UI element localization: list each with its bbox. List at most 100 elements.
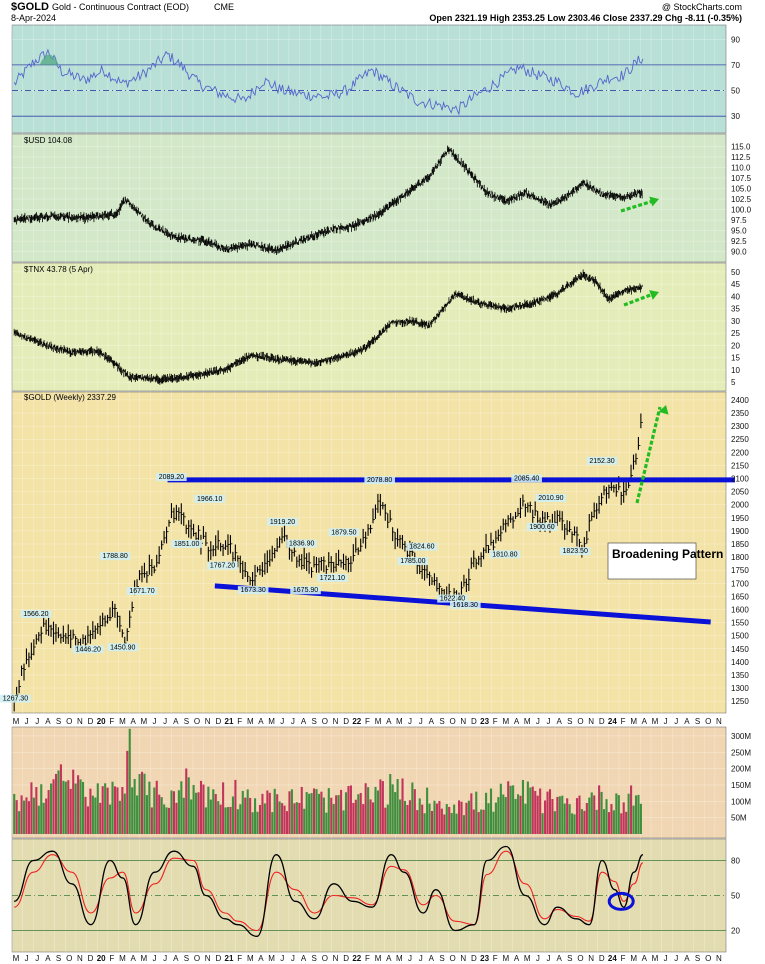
gold-x-label: A <box>684 717 690 726</box>
stoch-circle-annotation <box>607 891 635 911</box>
stoch-x-label: J <box>664 954 668 963</box>
series <box>13 48 644 937</box>
volume-bar <box>42 802 45 834</box>
gold-x-label: F <box>621 717 626 726</box>
price-label-box <box>328 528 360 537</box>
stoch-tick-label: 20 <box>731 927 740 936</box>
gold-x-label: O <box>66 717 72 726</box>
usd-title: $USD 104.08 <box>24 136 73 145</box>
gold-tick-label: 1800 <box>731 553 749 562</box>
price-label: 1879.50 <box>331 529 356 536</box>
price-label-box <box>397 557 429 566</box>
volume-bar <box>185 768 188 834</box>
usd-tick-label: 102.5 <box>731 195 752 204</box>
price-label-box <box>171 539 202 548</box>
stoch-x-label: 23 <box>480 954 489 963</box>
volume-bar <box>81 781 85 834</box>
volume-bar <box>458 800 461 834</box>
volume-bar <box>290 789 293 834</box>
volume-bar <box>401 778 404 834</box>
volume-bar <box>438 800 441 834</box>
volume-bar <box>364 783 367 834</box>
rsi-tick-label: 50 <box>731 87 740 96</box>
usd-tick-label: 107.5 <box>731 174 752 183</box>
gold-x-label: F <box>109 717 114 726</box>
volume-bar <box>140 771 144 834</box>
gold-x-label: O <box>194 717 200 726</box>
grid-lines <box>11 25 726 952</box>
stoch-x-label: M <box>375 954 382 963</box>
volume-bar <box>136 795 139 834</box>
volume-bar <box>111 781 114 834</box>
volume-bar <box>199 780 203 834</box>
volume-bar <box>477 812 480 834</box>
volume-bar <box>394 792 397 834</box>
stoch-x-label: J <box>546 954 550 963</box>
volume-bar <box>118 800 121 834</box>
stoch-x-label: 21 <box>225 954 234 963</box>
gold-arrow-head <box>658 405 669 415</box>
gold-tick-label: 1500 <box>731 632 749 641</box>
volume-bar <box>585 802 588 834</box>
price-label-box <box>99 552 131 561</box>
price-label: 1836.90 <box>289 541 314 548</box>
broadening-pattern-text: Broadening Pattern <box>612 547 723 561</box>
volume-bar <box>170 790 173 834</box>
volume-bar <box>509 785 512 834</box>
gold-x-label: S <box>695 717 700 726</box>
volume-bar <box>487 803 490 834</box>
usd-arrow-head <box>649 196 659 207</box>
volume-bar <box>396 779 399 834</box>
volume-bar <box>391 784 394 834</box>
volume-bar <box>222 782 225 834</box>
volume-bar <box>403 800 407 834</box>
stoch-x-label: O <box>322 954 328 963</box>
volume-bar <box>379 779 382 834</box>
stoch-x-label: 24 <box>608 954 617 963</box>
volume-bar <box>369 799 372 834</box>
volume-bar <box>413 789 416 834</box>
usd-tick-label: 90.0 <box>731 248 747 257</box>
usd-tick-label: 92.5 <box>731 237 747 246</box>
volume-bar <box>54 773 58 834</box>
volume-bar <box>590 792 593 834</box>
gold-x-label: A <box>556 717 562 726</box>
volume-bar <box>131 787 134 834</box>
gold-tick-label: 1650 <box>731 592 749 601</box>
volume-bar <box>47 790 50 834</box>
volume-bar <box>20 795 23 834</box>
volume-bar <box>249 797 252 834</box>
gold-x-label: S <box>184 717 189 726</box>
gold-x-label: J <box>408 717 412 726</box>
price-label-box <box>449 600 481 609</box>
volume-bar <box>573 814 576 834</box>
rsi-line <box>13 48 644 116</box>
volume-bar <box>367 787 370 834</box>
volume-bar <box>266 790 269 834</box>
tnx-tick-label: 45 <box>731 280 740 289</box>
price-label-box <box>207 561 238 570</box>
gold-x-label: A <box>386 717 392 726</box>
price-label: 1671.70 <box>129 588 154 595</box>
volume-bar <box>494 802 497 834</box>
rsi-overbought-fill <box>39 54 59 65</box>
gold-x-label: J <box>291 717 295 726</box>
price-label: 1618.30 <box>453 602 478 609</box>
volume-bar <box>25 797 28 834</box>
volume-bar <box>271 812 274 834</box>
volume-bar <box>219 804 222 834</box>
stoch-x-label: A <box>684 954 690 963</box>
tnx-tick-label: 50 <box>731 268 740 277</box>
stoch-x-label: N <box>77 954 83 963</box>
volume-bar <box>337 795 340 834</box>
price-label: 1673.30 <box>240 587 265 594</box>
gold-tick-label: 1300 <box>731 684 749 693</box>
volume-bar <box>18 811 21 834</box>
stoch-x-label: A <box>173 954 179 963</box>
volume-bar <box>536 795 539 834</box>
volume-bar <box>428 803 431 834</box>
volume-bar <box>482 809 485 834</box>
volume-bar <box>278 801 281 834</box>
usd-panel-bg <box>11 133 727 263</box>
price-label-box <box>586 456 618 465</box>
